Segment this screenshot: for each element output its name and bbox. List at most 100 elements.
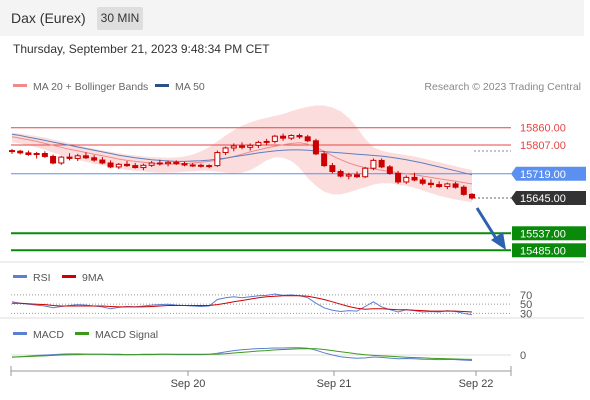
candle-body	[50, 155, 57, 164]
candle-body	[140, 164, 147, 169]
candle-body	[214, 152, 221, 167]
rsi-ma-line	[12, 295, 473, 313]
candle-body	[280, 135, 287, 139]
candle-body	[247, 144, 254, 148]
ma50-line	[11, 133, 473, 176]
candle-body	[66, 156, 73, 159]
candle-body	[395, 172, 402, 183]
candle-body	[222, 147, 229, 154]
candle-body	[58, 156, 65, 164]
rsi-legend-swatch	[13, 275, 27, 278]
x-tick-label: Sep 22	[459, 378, 494, 390]
macd-legend-label: MACD	[33, 329, 64, 341]
candle-body	[239, 145, 245, 148]
candle-body	[460, 186, 467, 195]
candle-body	[337, 171, 344, 177]
current-price-label-box	[511, 190, 586, 205]
candle-body	[345, 174, 352, 177]
support-1-label: 15537.00	[520, 228, 566, 240]
candle-body	[452, 183, 459, 188]
macd-signal-legend-swatch	[75, 332, 89, 335]
resistance-2-label: 15860.00	[520, 123, 566, 135]
candle-body	[74, 155, 81, 159]
rsi-tick-label: 50	[520, 299, 532, 311]
candle-body	[403, 176, 410, 183]
candle-body	[411, 176, 418, 181]
candle-body	[189, 164, 196, 167]
macd-legend-swatch	[13, 332, 27, 335]
ma20-legend-swatch	[13, 84, 27, 87]
candle-body	[271, 135, 278, 142]
forecast-arrow-line	[475, 207, 499, 241]
candle-body	[197, 164, 204, 167]
candle-body	[124, 163, 130, 167]
macd-tick-label: 0	[520, 350, 526, 362]
candle-body	[329, 165, 336, 173]
candle-body	[156, 162, 163, 165]
candle-body	[115, 163, 122, 168]
candle-body	[469, 193, 475, 199]
candle-body	[288, 135, 295, 139]
support-1-label-box	[512, 226, 586, 241]
candle-body	[9, 150, 15, 153]
candle-body	[304, 136, 311, 142]
rsi-legend-label: RSI	[33, 272, 51, 284]
ma20-legend-label: MA 20 + Bollinger Bands	[33, 81, 148, 93]
candle-body	[230, 145, 237, 149]
credit-label: Research © 2023 Trading Central	[424, 81, 581, 93]
x-tick-label: Sep 21	[317, 378, 352, 390]
candle-body	[41, 153, 48, 157]
candle-body	[99, 159, 106, 164]
pivot-label-box	[511, 166, 586, 181]
x-tick-label: Sep 20	[171, 378, 206, 390]
candle-body	[165, 161, 172, 165]
rsi-ma-legend-swatch	[62, 275, 76, 278]
candle-body	[132, 165, 139, 169]
candle-body	[419, 179, 426, 184]
resistance-1-label: 15807.00	[520, 140, 566, 152]
candle-body	[263, 140, 270, 143]
datetime-label: Thursday, September 21, 2023 9:48:34 PM …	[13, 42, 270, 56]
candle-body	[82, 155, 89, 159]
timeframe-button[interactable]: 30 MIN	[97, 7, 143, 30]
candle-body	[362, 167, 369, 178]
candle-body	[386, 166, 393, 174]
rsi-tick-label: 30	[520, 308, 532, 320]
candle-body	[354, 174, 360, 178]
ma50-legend-label: MA 50	[175, 81, 205, 93]
current-price-label: 15645.00	[520, 193, 566, 205]
candle-body	[436, 184, 443, 188]
macd-signal-line	[11, 348, 473, 360]
candle-body	[427, 182, 434, 186]
rsi-line	[11, 293, 473, 316]
candle-body	[321, 153, 328, 167]
rsi-tick-label: 70	[520, 290, 532, 302]
rsi-ma-legend-label: 9MA	[82, 272, 104, 284]
forecast-arrow-head	[491, 232, 506, 250]
support-2-label: 15485.00	[520, 245, 566, 257]
candle-body	[25, 152, 32, 156]
header-bar: Dax (Eurex) 30 MIN	[0, 0, 584, 36]
ma20-line	[11, 136, 473, 185]
candle-body	[33, 153, 40, 156]
candle-body	[206, 165, 213, 168]
candle-body	[255, 141, 262, 146]
candle-body	[370, 159, 377, 169]
candle-body	[107, 162, 114, 168]
ma50-legend-swatch	[155, 84, 169, 87]
pivot-label: 15719.00	[520, 169, 566, 181]
candle-body	[17, 150, 24, 154]
candle-body	[312, 140, 319, 155]
candle-body	[181, 163, 188, 166]
support-2-label-box	[512, 243, 586, 258]
candle-body	[444, 183, 451, 188]
candle-body	[148, 162, 155, 166]
candle-body	[296, 135, 303, 138]
candle-body	[91, 157, 98, 161]
candle-body	[173, 161, 180, 165]
candle-body	[378, 159, 385, 168]
instrument-title: Dax (Eurex)	[11, 10, 86, 26]
macd-signal-legend-label: MACD Signal	[95, 329, 158, 341]
